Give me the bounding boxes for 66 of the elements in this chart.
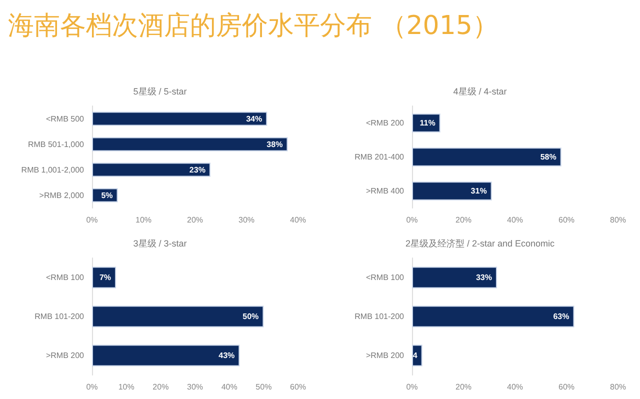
chart-title: 2星级及经济型 / 2-star and Economic [405,238,556,248]
x-tick-label: 80% [610,382,626,392]
data-label: 5% [101,190,113,200]
y-tick-label: >RMB 2,000 [39,190,85,200]
x-tick-label: 40% [506,216,524,224]
y-tick-label: <RMB 500 [46,114,85,124]
data-label: 4 [412,351,418,360]
bar [412,266,497,288]
data-label: 38% [266,140,283,149]
bar [412,114,440,132]
y-tick-label: <RMB 100 [366,273,405,282]
bar [92,112,268,126]
y-tick-label: >RMB 400 [366,186,405,196]
bar [92,306,264,328]
data-label: 34% [246,114,262,124]
x-tick-label: 0% [406,382,418,392]
x-tick-label: 30% [238,216,255,224]
x-tick-label: 40% [506,382,524,392]
data-label: 31% [470,186,487,196]
data-label: 58% [540,152,556,162]
chart-title: 4星级 / 4-star [453,86,507,96]
x-tick-label: 0% [406,216,418,224]
y-tick-label: >RMB 200 [366,351,405,360]
y-tick-label: RMB 101-200 [34,312,85,321]
data-label: 50% [242,312,259,321]
bar [92,266,116,288]
y-tick-label: RMB 201-400 [354,152,405,162]
bar [412,182,492,200]
y-tick-label: <RMB 200 [366,118,405,128]
x-tick-label: 40% [221,382,238,392]
data-label: 7% [99,273,112,282]
x-tick-label: 80% [610,216,626,224]
bar [92,137,288,152]
x-tick-label: 40% [290,216,306,224]
data-label: 63% [553,312,570,321]
x-tick-label: 60% [558,382,575,392]
bar [92,162,210,177]
chart-title: 5星级 / 5-star [133,86,187,96]
x-tick-label: 20% [455,216,472,224]
y-tick-label: <RMB 100 [46,273,85,282]
x-tick-label: 20% [152,382,169,392]
bar [412,148,562,166]
chart-title: 3星级 / 3-star [133,238,187,248]
x-tick-label: 30% [186,382,204,392]
data-label: 23% [189,165,206,174]
x-tick-label: 10% [135,216,152,224]
y-tick-label: RMB 101-200 [354,312,405,321]
x-tick-label: 60% [558,216,575,224]
bar [412,344,422,366]
text: 海南各档次酒店的房价水平分布 （2015） [8,10,500,43]
data-label: 11% [420,118,436,128]
bar [412,306,574,328]
x-tick-label: 0% [86,216,98,224]
y-tick-label: RMB 501-1,000 [28,140,85,149]
bar [92,344,240,366]
x-tick-label: 50% [256,382,272,392]
x-tick-label: 20% [455,382,472,392]
data-label: 43% [218,351,235,360]
x-tick-label: 10% [118,382,134,392]
y-tick-label: >RMB 200 [46,351,85,360]
y-tick-label: RMB 1,001-2,000 [21,165,85,174]
data-label: 33% [476,273,492,282]
x-tick-label: 0% [86,382,98,392]
x-tick-label: 60% [290,382,306,392]
bar [92,188,118,202]
x-tick-label: 20% [186,216,204,224]
